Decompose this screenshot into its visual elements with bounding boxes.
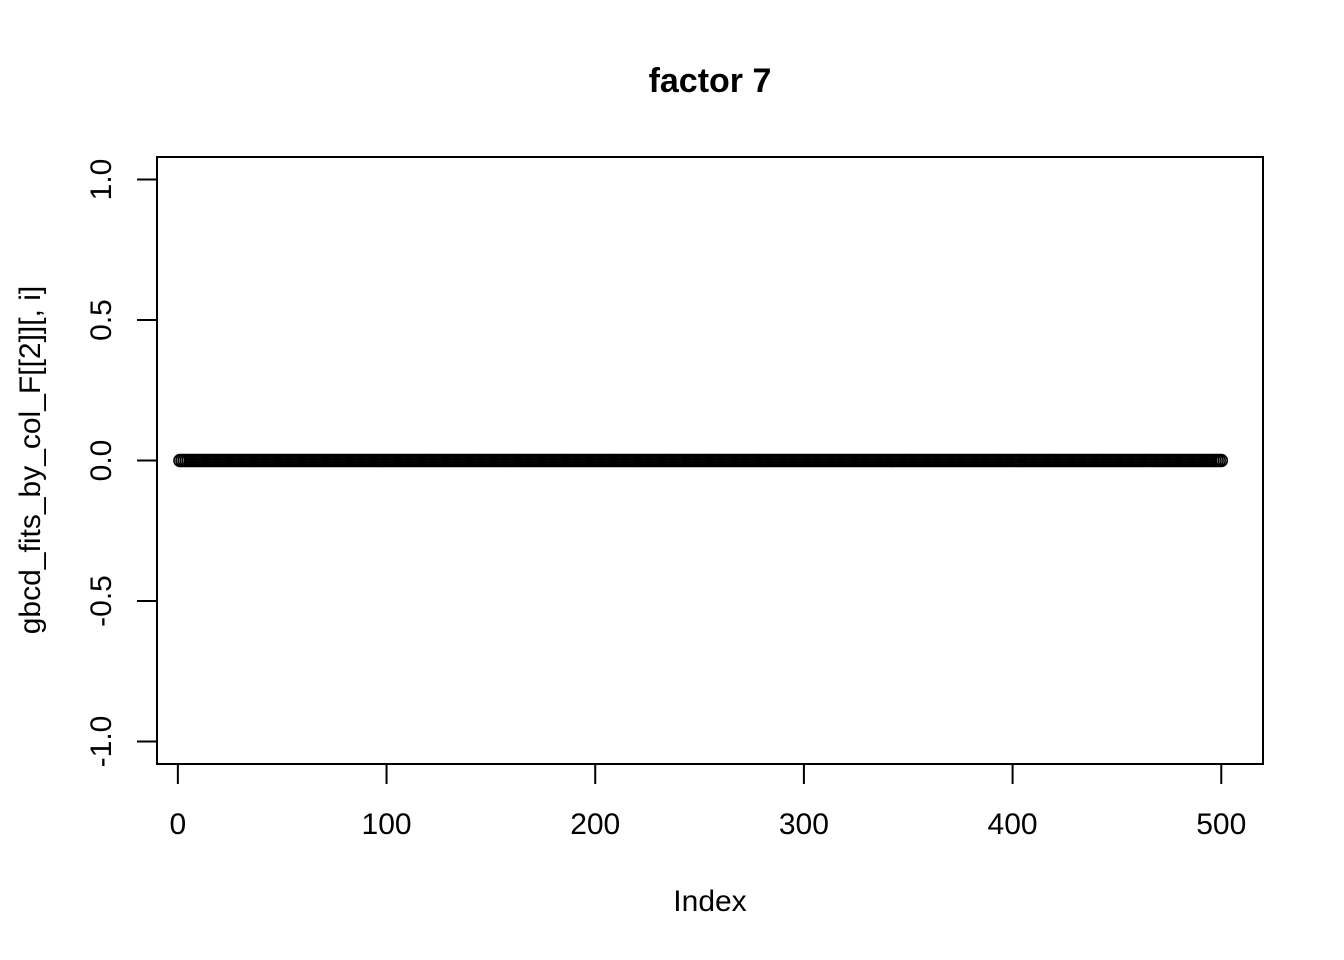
y-axis: -1.0 -0.5 0.0 0.5 1.0 <box>85 159 158 768</box>
y-axis-label: gbcd_fits_by_col_F[[2]][, i] <box>14 286 47 635</box>
chart-title: factor 7 <box>649 62 772 100</box>
points-layer <box>173 453 1229 468</box>
x-tick-label: 500 <box>1196 808 1246 841</box>
y-tick-label: 0.0 <box>85 440 118 482</box>
x-tick-label: 0 <box>170 808 187 841</box>
data-point <box>1214 453 1229 468</box>
y-ticks: -1.0 -0.5 0.0 0.5 1.0 <box>85 159 157 768</box>
y-tick-label: 0.5 <box>85 299 118 341</box>
x-axis-label: Index <box>673 885 746 918</box>
x-tick-label: 200 <box>570 808 620 841</box>
y-tick-label: -1.0 <box>85 716 118 768</box>
x-tick-label: 400 <box>988 808 1038 841</box>
x-axis: 0 100 200 300 400 500 <box>170 763 1246 841</box>
y-tick-label: 1.0 <box>85 159 118 201</box>
x-tick-label: 100 <box>362 808 412 841</box>
x-tick-label: 300 <box>779 808 829 841</box>
x-ticks: 0 100 200 300 400 500 <box>170 764 1246 841</box>
y-tick-label: -0.5 <box>85 575 118 627</box>
